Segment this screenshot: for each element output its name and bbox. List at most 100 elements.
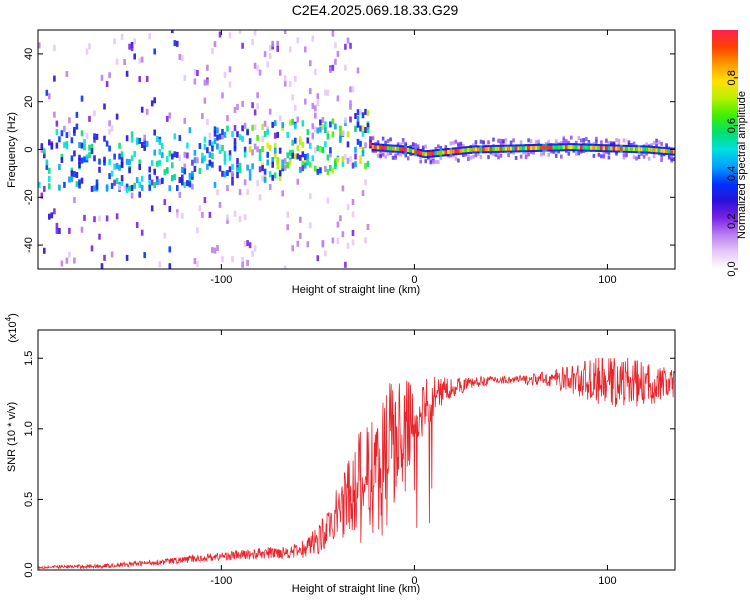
spectrogram-cell (221, 170, 224, 177)
spectrogram-cell (331, 131, 335, 138)
spectrogram-cell (630, 147, 633, 151)
spectrogram-cell (253, 143, 257, 150)
spectrogram-cell (108, 72, 111, 79)
spectrogram-cell (462, 148, 465, 153)
spectrogram-cell (615, 138, 618, 142)
spectrogram-cell (326, 133, 330, 140)
spectrogram-cell (55, 222, 59, 229)
spectrogram-cell (138, 159, 141, 166)
spectrogram-cell (364, 163, 367, 169)
spectrogram-cell (497, 146, 500, 151)
spectrogram-cell (519, 146, 523, 151)
spectrogram-cell (128, 159, 131, 166)
figure-title: C2E4.2025.069.18.33.G29 (291, 2, 459, 18)
spectrogram-cell (537, 145, 540, 150)
spectrogram-cell (140, 229, 144, 236)
spectrogram-cell (60, 153, 64, 160)
spectrogram-cell (381, 152, 385, 157)
spectrogram-cell (216, 189, 219, 196)
spectrogram-cell (544, 145, 548, 150)
spectrogram-cell (153, 182, 156, 189)
spectrogram-cell (80, 142, 84, 149)
spectrogram-y-tick-label: 0 (23, 146, 35, 152)
spectrogram-cell (246, 164, 249, 171)
spectrogram-cell (371, 144, 375, 149)
spectrogram-cell (314, 68, 317, 75)
spectrogram-cell (173, 40, 177, 47)
spectrogram-cell (288, 159, 292, 166)
spectrogram-cell (294, 75, 297, 82)
spectrogram-cell (211, 48, 214, 54)
spectrogram-cell (48, 183, 51, 190)
spectrogram-cell (241, 135, 244, 142)
spectrogram-cell (376, 153, 380, 158)
spectrogram-cell (346, 37, 350, 44)
spectrogram-cell (539, 145, 543, 150)
spectrogram-cell (336, 157, 340, 164)
spectrogram-cell (223, 151, 227, 158)
spectrogram-cell (554, 153, 558, 158)
spectrogram-cell (48, 93, 51, 100)
spectrogram-cell (652, 140, 656, 145)
spectrogram-cell (587, 145, 591, 150)
spectrogram-cell (306, 158, 310, 165)
spectrogram-cell (479, 154, 483, 159)
spectrogram-cell (93, 155, 96, 162)
spectrogram-cell (93, 133, 96, 140)
spectrogram-cell (474, 147, 478, 152)
spectrogram-cell (394, 155, 397, 160)
spectrogram-cell (45, 159, 49, 166)
spectrogram-cell (404, 153, 407, 158)
spectrogram-cell (183, 168, 187, 175)
spectrogram-cell (258, 148, 262, 155)
spectrogram-cell (153, 48, 156, 55)
spectrogram-cell (78, 162, 81, 169)
spectrogram-cell (386, 138, 390, 143)
spectrogram-cell (549, 145, 553, 150)
spectrogram-cell (266, 159, 269, 166)
spectrogram-cell (499, 142, 503, 147)
spectrogram-cell (439, 155, 443, 160)
spectrogram-cell (319, 126, 322, 133)
spectrogram-cell (309, 60, 312, 67)
spectrogram-cell (231, 163, 234, 170)
spectrogram-cell (65, 132, 69, 139)
spectrogram-cell (90, 148, 94, 155)
spectrogram-cell (100, 263, 104, 269)
colorbar-tick-label: 0.8 (726, 70, 738, 85)
spectrogram-cell (670, 149, 673, 154)
spectrogram-cell (196, 260, 199, 267)
spectrogram-cell (108, 173, 111, 180)
spectrogram-cell (238, 189, 242, 196)
spectrogram-cell (105, 185, 109, 192)
spectrogram-cell (130, 192, 134, 199)
spectrogram-cells (38, 30, 675, 269)
spectrogram-cell (221, 92, 224, 99)
spectrogram-cell (178, 177, 182, 183)
spectrogram-cell (203, 136, 207, 143)
spectrogram-cell (394, 146, 397, 151)
spectrogram-cell (304, 154, 307, 160)
spectrogram-cell (113, 153, 116, 160)
spectrogram-cell (339, 135, 342, 142)
spectrogram-cell (354, 153, 357, 160)
spectrogram-cell (542, 151, 545, 156)
spectrogram-cell (238, 167, 242, 174)
spectrogram-cell (572, 145, 576, 150)
spectrogram-cell (464, 152, 468, 157)
spectrogram-cell (166, 156, 169, 163)
spectrogram-cell (45, 89, 49, 96)
spectrogram-cell (125, 254, 129, 261)
spectrogram-cell (366, 123, 370, 130)
spectrogram-cell (268, 108, 272, 115)
spectrogram-cell (356, 138, 360, 145)
spectrogram-cell (251, 39, 254, 46)
spectrogram-cell (306, 129, 310, 135)
spectrogram-cell (351, 162, 355, 169)
spectrogram-cell (75, 181, 79, 188)
spectrogram-cell (266, 61, 269, 68)
spectrogram-cell (198, 205, 202, 212)
spectrogram-cell (351, 86, 355, 93)
spectrogram-cell (580, 138, 583, 143)
